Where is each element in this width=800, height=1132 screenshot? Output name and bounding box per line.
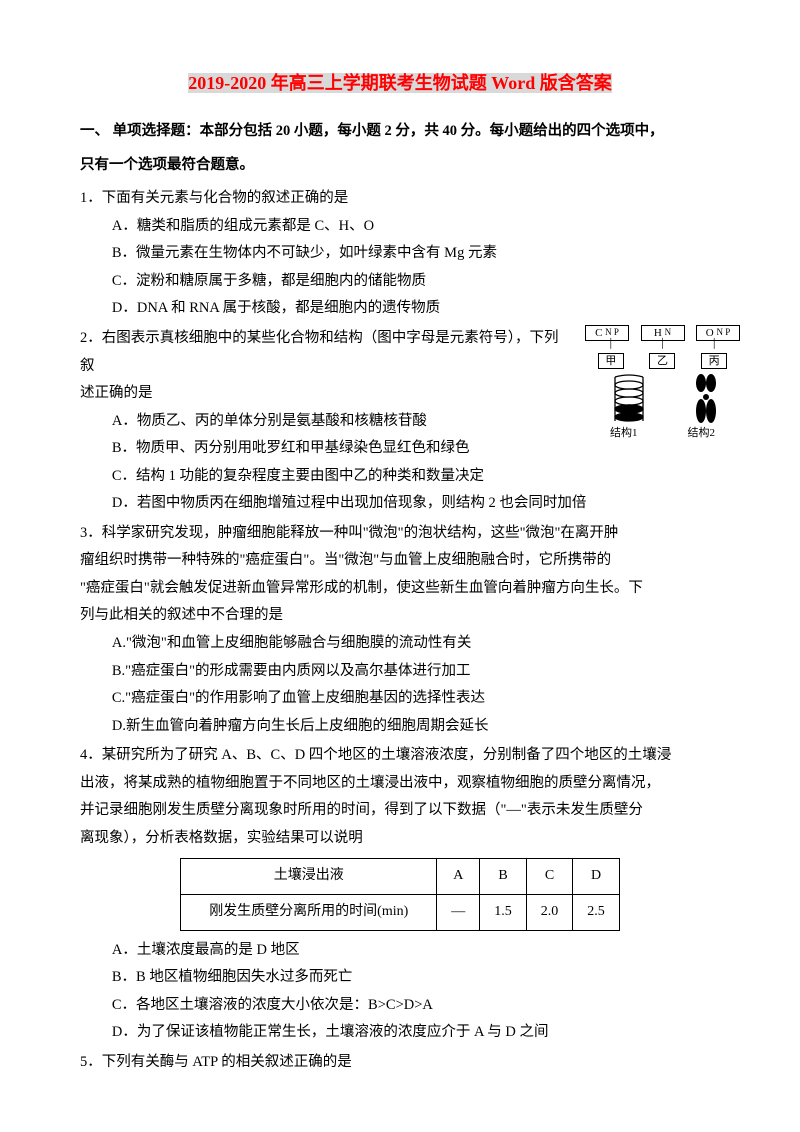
th-1: A (437, 859, 480, 895)
q3-stem2: 瘤组织时携带一种特殊的"癌症蛋白"。当"微泡"与血管上皮细胞融合时，它所携带的 (80, 547, 720, 575)
diagram-connector-1: │││ (585, 341, 740, 346)
q4-opt-c: C．各地区土壤溶液的浓度大小依次是：B>C>D>A (80, 992, 720, 1020)
question-2: 2．右图表示真核细胞中的某些化合物和结构（图中字母是元素符号），下列叙 述正确的… (80, 325, 720, 518)
question-5: 5．下列有关酶与 ATP 的相关叙述正确的是 (80, 1049, 720, 1077)
td-c: 2.0 (526, 895, 573, 931)
diagram-box-c: C N P (585, 325, 629, 341)
diagram-box-yi: 乙 (649, 353, 675, 369)
q4-stem3: 并记录细胞刚发生质壁分离现象时所用的时间，得到了以下数据（"—"表示未发生质壁分 (80, 797, 720, 825)
diagram-shapes (585, 373, 740, 425)
td-d: 2.5 (573, 895, 620, 931)
q2-opt-a: A．物质乙、丙的单体分别是氨基酸和核糖核苷酸 (80, 408, 570, 436)
question-3: 3．科学家研究发现，肿瘤细胞能释放一种叫"微泡"的泡状结构，这些"微泡"在离开肿… (80, 520, 720, 740)
q3-opt-c: C."癌症蛋白"的作用影响了血管上皮细胞基因的选择性表达 (80, 685, 720, 713)
q3-opt-d: D.新生血管向着肿瘤方向生长后上皮细胞的细胞周期会延长 (80, 713, 720, 741)
q4-stem2: 出液，将某成熟的植物细胞置于不同地区的土壤浸出液中，观察植物细胞的质壁分离情况， (80, 770, 720, 798)
q1-opt-d: D．DNA 和 RNA 属于核酸，都是细胞内的遗传物质 (80, 295, 720, 323)
th-3: C (526, 859, 573, 895)
section-header-1: 一、 单项选择题：本部分包括 20 小题，每小题 2 分，共 40 分。每小题给… (80, 118, 720, 146)
q4-opt-b: B．B 地区植物细胞因失水过多而死亡 (80, 964, 720, 992)
question-1: 1．下面有关元素与化合物的叙述正确的是 A．糖类和脂质的组成元素都是 C、H、O… (80, 185, 720, 323)
q1-opt-a: A．糖类和脂质的组成元素都是 C、H、O (80, 213, 720, 241)
q2-opt-d: D．若图中物质丙在细胞增殖过程中出现加倍现象，则结构 2 也会同时加倍 (80, 490, 720, 518)
q2-opt-c: C．结构 1 功能的复杂程度主要由图中乙的种类和数量决定 (80, 463, 570, 491)
diagram-box-o: O N P (696, 325, 740, 341)
q3-stem4: 列与此相关的叙述中不合理的是 (80, 602, 720, 630)
q3-opt-a: A."微泡"和血管上皮细胞能够融合与细胞膜的流动性有关 (80, 630, 720, 658)
q2-stem2: 述正确的是 (80, 380, 570, 408)
doc-title: 2019-2020 年高三上学期联考生物试题 Word 版含答案 (80, 66, 720, 100)
q4-opt-d: D．为了保证该植物能正常生长，土壤溶液的浓度应介于 A 与 D 之间 (80, 1019, 720, 1047)
diagram-box-jia: 甲 (598, 353, 624, 369)
q4-table: 土壤浸出液 A B C D 刚发生质壁分离所用的时间(min) — 1.5 2.… (180, 858, 620, 930)
q1-stem: 1．下面有关元素与化合物的叙述正确的是 (80, 185, 720, 213)
th-2: B (480, 859, 527, 895)
table-row: 土壤浸出液 A B C D (181, 859, 620, 895)
diagram-bottom-labels: 结构1 结构2 (585, 427, 740, 439)
q4-stem4: 离现象），分析表格数据，实验结果可以说明 (80, 825, 720, 853)
th-0: 土壤浸出液 (181, 859, 437, 895)
label-structure-1: 结构1 (610, 427, 638, 439)
diagram-box-bing: 丙 (701, 353, 727, 369)
q3-stem1: 3．科学家研究发现，肿瘤细胞能释放一种叫"微泡"的泡状结构，这些"微泡"在离开肿 (80, 520, 720, 548)
td-a: — (437, 895, 480, 931)
q2-opt-b: B．物质甲、丙分别用吡罗红和甲基绿染色显红色和绿色 (80, 435, 570, 463)
label-structure-2: 结构2 (688, 427, 716, 439)
structure-2-icon (690, 373, 722, 425)
td-label: 刚发生质壁分离所用的时间(min) (181, 895, 437, 931)
th-4: D (573, 859, 620, 895)
q4-stem1: 4．某研究所为了研究 A、B、C、D 四个地区的土壤溶液浓度，分别制备了四个地区… (80, 742, 720, 770)
q1-opt-b: B．微量元素在生物体内不可缺少，如叶绿素中含有 Mg 元素 (80, 240, 720, 268)
q2-diagram: C N P H N O N P │││ 甲 乙 丙 (585, 325, 740, 439)
q1-opt-c: C．淀粉和糖原属于多糖，都是细胞内的储能物质 (80, 268, 720, 296)
q2-stem1: 2．右图表示真核细胞中的某些化合物和结构（图中字母是元素符号），下列叙 (80, 325, 570, 380)
q5-stem: 5．下列有关酶与 ATP 的相关叙述正确的是 (80, 1049, 720, 1077)
table-row: 刚发生质壁分离所用的时间(min) — 1.5 2.0 2.5 (181, 895, 620, 931)
section-header-2: 只有一个选项最符合题意。 (80, 152, 720, 180)
q4-opt-a: A．土壤浓度最高的是 D 地区 (80, 937, 720, 965)
q3-stem3: "癌症蛋白"就会触发促进新血管异常形成的机制，使这些新生血管向着肿瘤方向生长。下 (80, 575, 720, 603)
question-4: 4．某研究所为了研究 A、B、C、D 四个地区的土壤溶液浓度，分别制备了四个地区… (80, 742, 720, 1047)
structure-1-icon (603, 373, 655, 425)
diagram-mid-row: 甲 乙 丙 (585, 353, 740, 369)
title-text: 2019-2020 年高三上学期联考生物试题 Word 版含答案 (188, 73, 612, 93)
q3-opt-b: B."癌症蛋白"的形成需要由内质网以及高尔基体进行加工 (80, 658, 720, 686)
td-b: 1.5 (480, 895, 527, 931)
